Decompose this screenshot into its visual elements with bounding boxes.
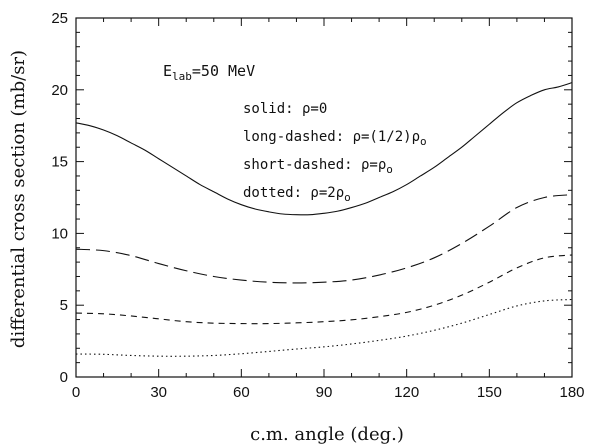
legend-dotted-text: dotted: ρ=2ρ [243,185,344,201]
x-tick-label: 120 [394,384,419,401]
curve-solid [75,82,573,216]
y-tick-label: 20 [51,82,68,99]
y-tick-label: 0 [60,369,68,386]
tick-labels: 0 30 60 90 120 150 180 0 5 10 15 20 25 [51,10,584,401]
energy-rest: =50 MeV [192,62,255,80]
legend-short-dashed: short-dashed: ρ=ρo [243,157,393,176]
legend-short-dashed-text: short-dashed: ρ=ρ [243,157,386,173]
curve-short-dashed [75,254,573,325]
energy-subscript: lab [172,70,192,83]
energy-main: E [163,62,172,80]
legend-long-dashed-sub: o [420,135,427,148]
legend-short-dashed-sub: o [386,163,393,176]
curves [75,82,573,357]
x-tick-label: 180 [559,384,584,401]
x-tick-label: 0 [72,384,80,401]
y-tick-label: 25 [51,10,68,27]
legend-dotted: dotted: ρ=2ρo [243,185,351,204]
legend-long-dashed-text: long-dashed: ρ=(1/2)ρ [243,129,420,145]
x-tick-label: 90 [316,384,333,401]
axis-ticks [75,17,573,378]
legend-solid: solid: ρ=0 [243,101,327,117]
legend-long-dashed: long-dashed: ρ=(1/2)ρo [243,129,427,148]
x-tick-label: 60 [233,384,250,401]
legend-dotted-sub: o [344,191,351,204]
x-axis-label: c.m. angle (deg.) [250,424,404,445]
curve-dotted [75,298,573,357]
energy-annotation: Elab=50 MeV [163,62,255,83]
annotations: Elab=50 MeV solid: ρ=0 long-dashed: ρ=(1… [163,62,427,204]
y-tick-label: 15 [51,154,68,171]
y-tick-label: 5 [60,297,68,314]
y-axis-label: differential cross section (mb/sr) [8,50,29,348]
curve-long-dashed [75,194,573,284]
y-tick-label: 10 [51,225,68,242]
x-tick-label: 30 [150,384,167,401]
x-tick-label: 150 [477,384,502,401]
